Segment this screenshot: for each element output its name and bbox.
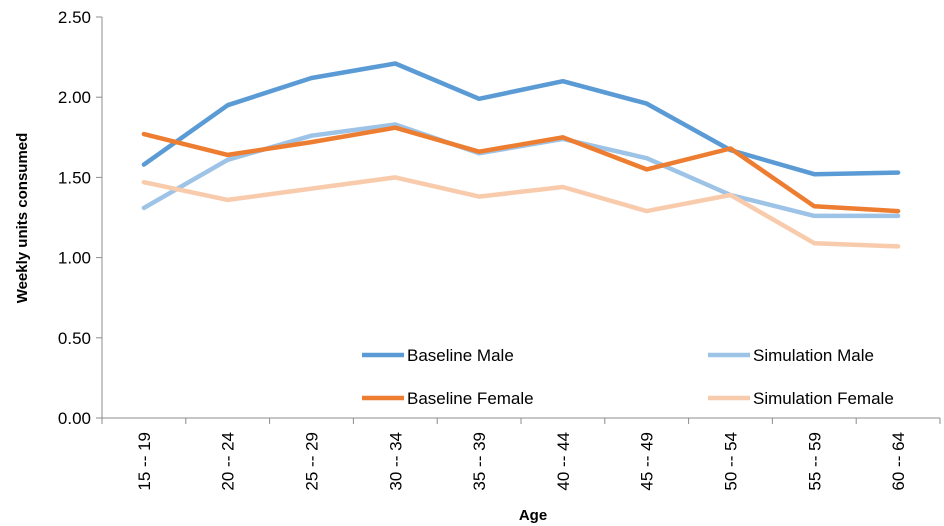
y-tick-label: 0.50 (58, 329, 91, 348)
y-tick-label: 0.00 (58, 409, 91, 428)
legend-label: Baseline Female (407, 389, 534, 408)
y-tick-label: 2.50 (58, 8, 91, 27)
legend-label: Simulation Female (753, 389, 894, 408)
x-tick-label: 35 -- 39 (470, 432, 489, 491)
x-axis-ticks: 15 -- 19 20 -- 24 25 -- 29 30 -- 34 35 -- 39… (101, 418, 941, 491)
legend: Baseline Male Simulation Male Baseline Fem… (362, 346, 894, 408)
x-tick-label: 15 -- 19 (135, 432, 154, 491)
legend-label: Simulation Male (753, 346, 874, 365)
y-axis-ticks: 0.00 0.50 1.00 1.50 2.00 2.50 (58, 8, 102, 428)
y-tick-label: 1.50 (58, 168, 91, 187)
series-line-baseline-male (141, 61, 901, 177)
series-line-simulation-female (141, 175, 901, 249)
x-tick-label: 20 -- 24 (219, 432, 238, 491)
series-lines (141, 61, 901, 249)
x-tick-label: 50 -- 54 (722, 432, 741, 491)
x-tick-label: 45 -- 49 (638, 432, 657, 491)
y-axis-title: Weekly units consumed (14, 133, 31, 304)
series-line-baseline-female (141, 125, 901, 214)
x-tick-label: 60 -- 64 (889, 432, 908, 491)
x-axis-title: Age (519, 507, 547, 524)
x-tick-label: 25 -- 29 (303, 432, 322, 491)
y-tick-label: 2.00 (58, 88, 91, 107)
y-tick-label: 1.00 (58, 249, 91, 268)
x-tick-label: 30 -- 34 (386, 432, 405, 491)
series-line-simulation-male (141, 122, 901, 219)
x-tick-label: 40 -- 44 (554, 432, 573, 491)
legend-label: Baseline Male (407, 346, 514, 365)
x-tick-label: 55 -- 59 (805, 432, 824, 491)
